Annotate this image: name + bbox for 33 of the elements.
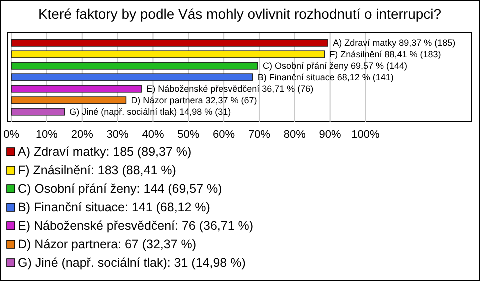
bar: [11, 108, 65, 116]
x-tick-label: 40%: [142, 129, 164, 141]
legend-label: B) Finanční situace: 141 (68,12 %): [18, 200, 210, 214]
data-label: E) Náboženské přesvědčení 36,71 % (76): [146, 84, 314, 94]
data-label: F) Znásilnění 88,41 % (183): [330, 50, 442, 60]
legend-label: C) Osobní přání ženy: 144 (69,57 %): [18, 182, 222, 196]
bar: [11, 74, 254, 82]
data-label: C) Osobní přání ženy 69,57 % (144): [262, 61, 408, 72]
bar: [11, 50, 326, 58]
legend-label: E) Náboženské přesvědčení: 76 (36,71 %): [18, 219, 254, 233]
legend-label: G) Jiné (např. sociální tlak): 31 (14,98 %): [18, 256, 246, 270]
bar: [11, 85, 142, 93]
data-label: D) Názor partnera 32,37 % (67): [131, 95, 258, 106]
chart-title: Které faktory by podle Vás mohly ovlivnit rozhodnutí o interrupci?: [38, 6, 442, 22]
x-tick-label: 60%: [213, 129, 236, 141]
bar: [11, 96, 127, 104]
data-label: G) Jiné (např. sociální tlak) 14,98 % (31): [70, 106, 232, 117]
x-tick-label: 100%: [352, 129, 380, 141]
x-tick-label: 80%: [284, 129, 306, 141]
x-tick-label: 50%: [178, 129, 200, 141]
x-tick-label: 10%: [36, 129, 58, 141]
data-label: B) Finanční situace 68,12 % (141): [258, 72, 394, 82]
data-label: A) Zdraví matky 89,37 % (185): [333, 38, 456, 48]
x-tick-label: 30%: [106, 129, 130, 141]
x-tick-label: 0%: [4, 129, 20, 141]
bar: [11, 62, 258, 70]
legend-label: A) Zdraví matky: 185 (89,37 %): [18, 145, 192, 159]
bar: [11, 39, 328, 47]
x-tick-label: 90%: [319, 129, 342, 141]
legend-label: D) Názor partnera: 67 (32,37 %): [18, 238, 197, 252]
x-tick-label: 20%: [71, 129, 94, 141]
x-tick-label: 70%: [248, 129, 271, 141]
legend-label: F) Znásilnění: 183 (88,41 %): [18, 164, 176, 178]
